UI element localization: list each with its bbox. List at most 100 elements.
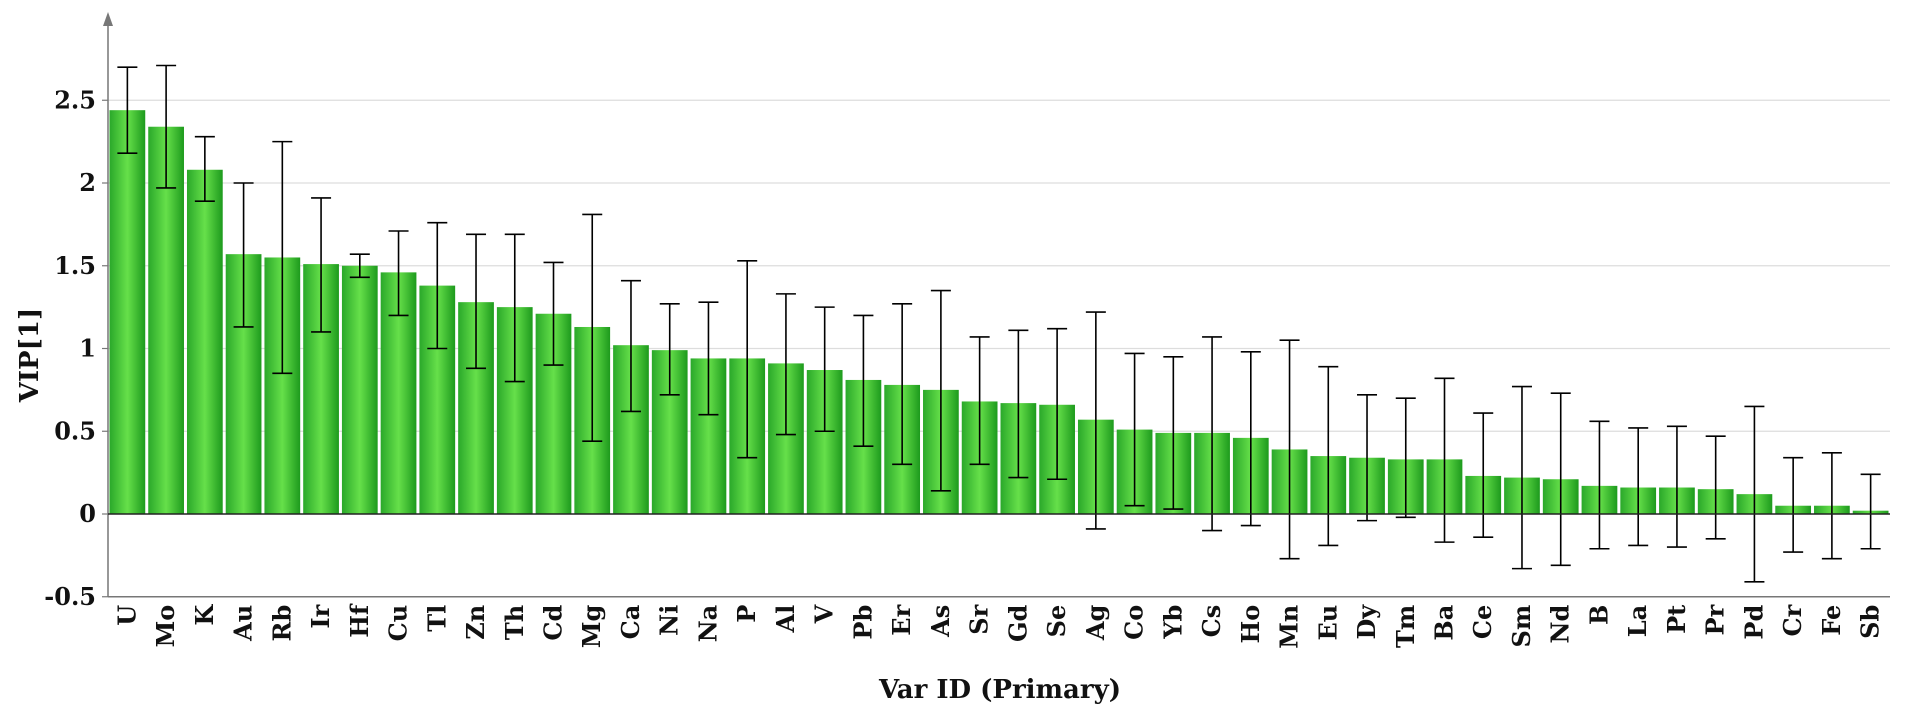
error-bar-Mn: [1279, 339, 1300, 560]
x-tick-label-Sm: Sm: [1507, 605, 1536, 648]
x-tick-label-Tm: Tm: [1391, 605, 1420, 648]
x-tick-label-P: P: [732, 605, 761, 623]
error-bar-Sb: [1860, 473, 1881, 550]
error-bar-Ni: [659, 303, 680, 396]
error-bar-Gd: [1008, 329, 1029, 479]
error-bar-Tm: [1395, 397, 1416, 519]
x-tick-label-Mg: Mg: [577, 605, 606, 649]
error-bar-Fe: [1821, 451, 1842, 560]
x-tick-label-Sb: Sb: [1856, 605, 1885, 639]
x-tick-label-Dy: Dy: [1352, 604, 1381, 640]
bar-Hf: [341, 265, 378, 514]
x-tick-label-Th: Th: [500, 605, 529, 640]
x-tick-label-Er: Er: [887, 604, 916, 635]
x-tick-label-Rb: Rb: [267, 605, 296, 642]
x-tick-label-Cr: Cr: [1778, 604, 1807, 636]
error-bar-Se: [1047, 327, 1068, 481]
error-bar-K: [194, 135, 215, 203]
error-bar-Zn: [466, 233, 487, 370]
x-tick-label-Cu: Cu: [384, 605, 413, 642]
error-bar-Ba: [1434, 377, 1455, 543]
error-bar-Ho: [1240, 351, 1261, 527]
error-bar-Yb: [1163, 355, 1184, 510]
error-bar-Cs: [1202, 336, 1223, 532]
error-bar-Cu: [388, 230, 409, 317]
error-bar-Ir: [311, 197, 332, 333]
error-bars: [117, 64, 1881, 583]
error-bar-Ca: [620, 279, 641, 413]
x-tick-label-Ir: Ir: [306, 604, 335, 628]
y-tick-label: 2.5: [54, 85, 96, 114]
x-tick-label-Au: Au: [229, 605, 258, 642]
y-tick-label: 0.5: [54, 416, 96, 445]
x-axis-title: Var ID (Primary): [878, 675, 1121, 705]
x-tick-label-Ba: Ba: [1430, 605, 1459, 641]
x-tick-label-K: K: [190, 604, 219, 626]
error-bar-Hf: [349, 253, 370, 279]
x-tick-label-Sr: Sr: [965, 604, 994, 634]
x-tick-label-Mn: Mn: [1275, 605, 1304, 649]
y-tick-label: 1: [79, 334, 96, 363]
x-tick-label-B: B: [1584, 605, 1613, 625]
y-tick-label: 2: [79, 168, 96, 197]
x-tick-label-Pr: Pr: [1701, 604, 1730, 635]
x-tick-label-Ce: Ce: [1468, 605, 1497, 639]
x-tick-label-Ca: Ca: [616, 605, 645, 640]
x-tick-label-Co: Co: [1120, 605, 1149, 640]
x-tick-label-Pb: Pb: [848, 605, 877, 640]
error-bar-As: [930, 289, 951, 492]
error-bar-Ag: [1085, 311, 1106, 530]
error-bar-Nd: [1550, 392, 1571, 567]
error-bar-La: [1628, 427, 1649, 547]
error-bar-Dy: [1357, 394, 1378, 522]
x-tick-label-Fe: Fe: [1817, 605, 1846, 636]
x-tick-label-V: V: [810, 604, 839, 624]
x-tick-label-Al: Al: [771, 605, 800, 634]
error-bar-Sm: [1511, 385, 1532, 570]
bars: [109, 110, 1889, 515]
error-bar-V: [814, 306, 835, 433]
x-tick-label-Cd: Cd: [539, 605, 568, 641]
y-axis-arrow: [103, 12, 113, 26]
error-bar-Co: [1124, 352, 1145, 507]
bar-K: [186, 169, 223, 514]
error-bar-Pb: [853, 314, 874, 447]
x-tick-label-Yb: Yb: [1158, 605, 1187, 640]
x-tick-label-As: As: [926, 605, 955, 638]
error-bar-Tl: [427, 221, 448, 350]
error-bar-Cr: [1783, 456, 1804, 553]
axes: [102, 12, 1890, 598]
error-bar-Pd: [1744, 405, 1765, 583]
x-tick-label-Nd: Nd: [1546, 605, 1575, 644]
x-tick-label-Eu: Eu: [1313, 605, 1342, 641]
x-tick-label-Pd: Pd: [1739, 605, 1768, 640]
x-tick-label-Pt: Pt: [1662, 605, 1691, 634]
error-bar-Pr: [1705, 435, 1726, 540]
error-bar-Au: [233, 182, 254, 328]
x-tick-label-U: U: [112, 605, 141, 626]
error-bar-B: [1589, 420, 1610, 550]
y-tick-label: 0: [79, 499, 96, 528]
x-tick-label-Gd: Gd: [1003, 605, 1032, 642]
x-tick-label-Cs: Cs: [1197, 605, 1226, 638]
bar-U: [109, 110, 146, 515]
x-tick-label-Hf: Hf: [345, 603, 374, 638]
error-bar-Mg: [582, 213, 603, 442]
error-bar-Cd: [543, 261, 564, 366]
error-bar-Rb: [272, 140, 293, 375]
error-bar-Na: [698, 301, 719, 416]
x-tick-label-Na: Na: [693, 605, 722, 643]
error-bar-P: [737, 259, 758, 459]
x-tick-label-Ag: Ag: [1081, 605, 1110, 642]
error-bar-Ce: [1473, 412, 1494, 538]
error-bar-Mo: [156, 64, 177, 189]
x-tick-label-La: La: [1623, 605, 1652, 637]
error-bar-Th: [504, 233, 525, 383]
error-bar-Er: [892, 303, 913, 466]
x-tick-label-Se: Se: [1042, 605, 1071, 638]
y-tick-label: -0.5: [44, 582, 96, 611]
y-axis-title: VIP[1]: [15, 308, 45, 404]
error-bar-Pt: [1666, 425, 1687, 548]
error-bar-Sr: [969, 336, 990, 466]
